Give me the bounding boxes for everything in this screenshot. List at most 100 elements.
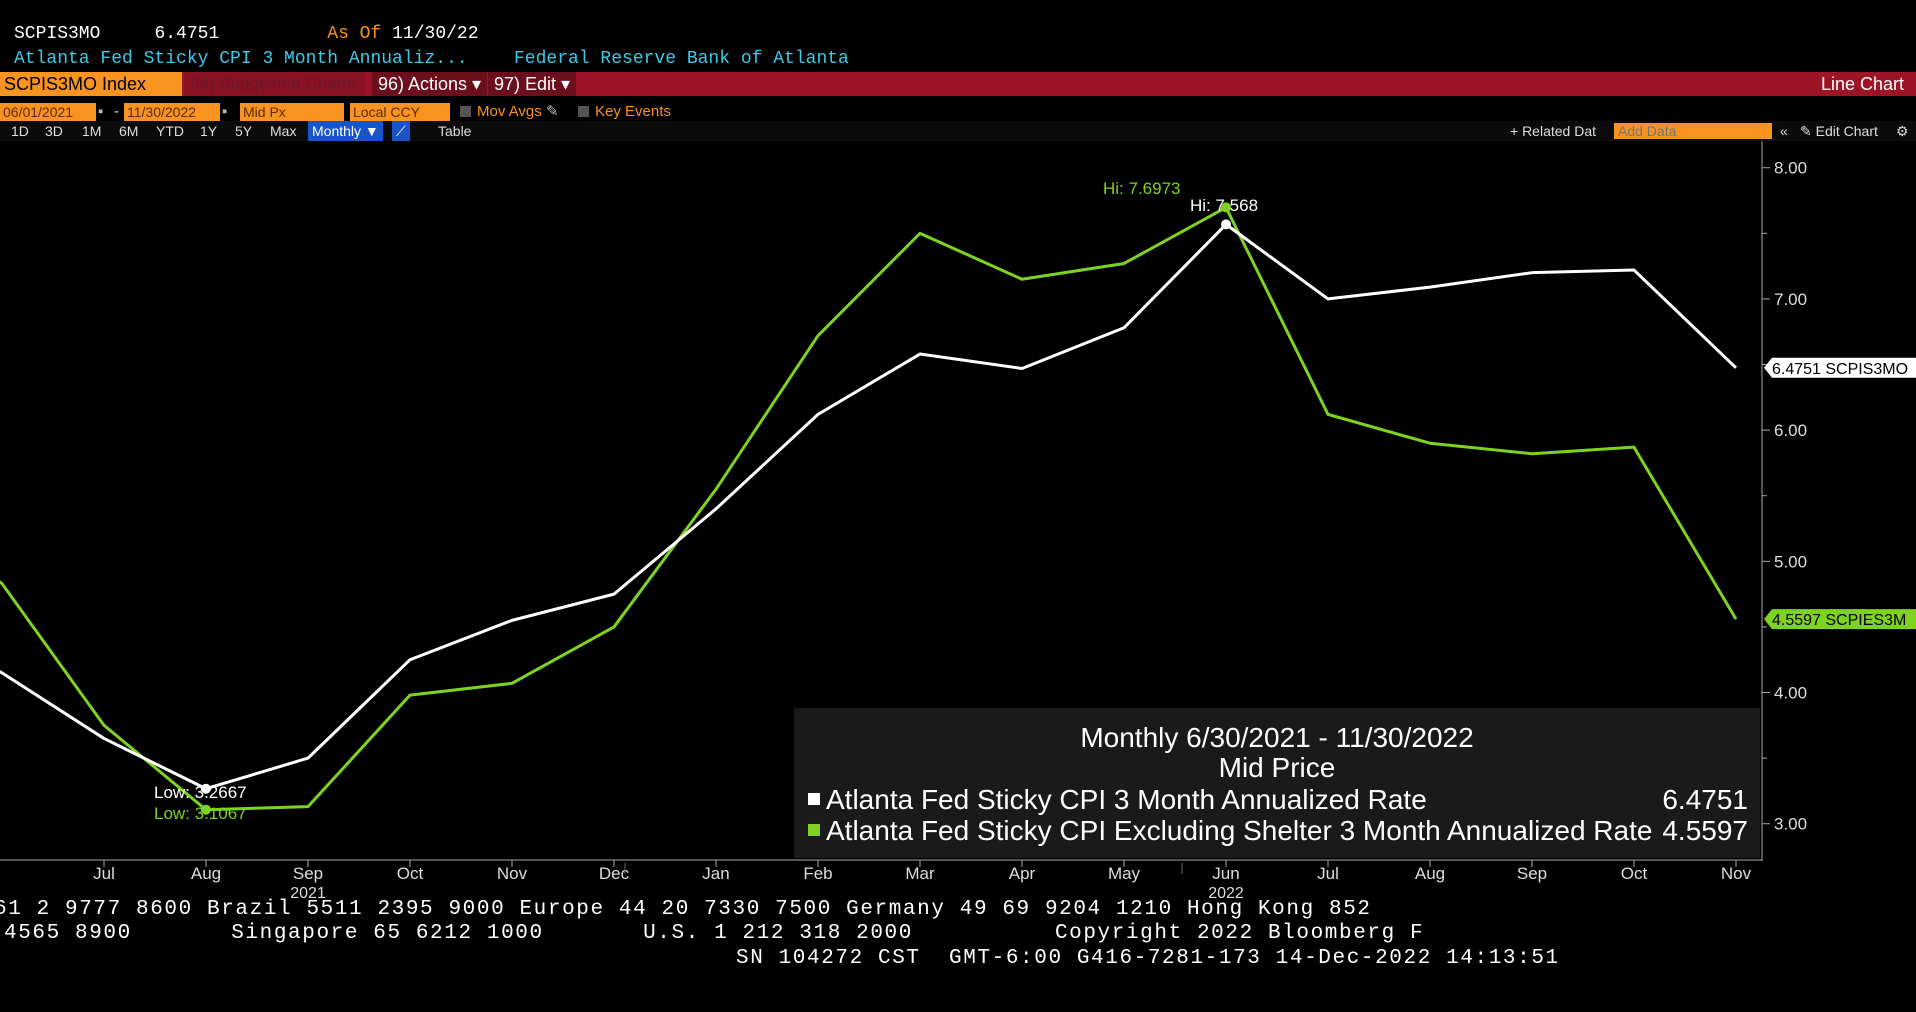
y-tick-label: 4.00	[1774, 684, 1807, 703]
security-header: SCPIS3MO 6.4751 As Of 11/30/22	[14, 24, 479, 44]
security-field[interactable]: SCPIS3MO Index	[0, 72, 182, 96]
line-chart-icon[interactable]: ⟋	[392, 121, 410, 141]
x-tick-label: Apr	[1009, 864, 1036, 883]
x-tick-label: Jan	[702, 864, 729, 883]
y-tick-label: 8.00	[1774, 159, 1807, 178]
legend-series-value: 4.5597	[1662, 815, 1748, 846]
price-field-select[interactable]: Mid Px	[240, 103, 344, 121]
end-value-label: 4.5597 SCPIES3M	[1772, 612, 1906, 629]
actions-menu[interactable]: 96) Actions ▾	[372, 72, 488, 96]
chart-legend: Monthly 6/30/2021 - 11/30/2022 Mid Price…	[794, 708, 1760, 858]
legend-item-sticky-cpi-ex-shelter[interactable]: Atlanta Fed Sticky CPI Excluding Shelter…	[808, 815, 1748, 846]
suggested-charts-button[interactable]: 94) Suggested Charts	[184, 72, 366, 96]
bloomberg-footer: 61 2 9777 8600 Brazil 5511 2395 9000 Eur…	[0, 898, 1916, 990]
y-tick-label: 7.00	[1774, 290, 1807, 309]
year-label: 2021	[290, 885, 326, 901]
footer-line-3: SN 104272 CST GMT-6:00 G416-7281-173 14-…	[736, 947, 1560, 970]
function-bar: SCPIS3MO Index 94) Suggested Charts 96) …	[0, 72, 1916, 96]
security-description-row: Atlanta Fed Sticky CPI 3 Month Annualiz.…	[14, 49, 849, 69]
x-tick-label: Oct	[397, 864, 424, 883]
legend-title: Monthly 6/30/2021 - 11/30/2022	[1080, 722, 1474, 753]
footer-line-2: 4565 8900 Singapore 65 6212 1000 U.S. 1 …	[4, 922, 1425, 945]
chart-settings-row: 06/01/2021 ▪ - 11/30/2022 ▪ Mid Px Local…	[0, 101, 1916, 121]
as-of-label: As Of	[327, 24, 382, 44]
pencil-icon: ✎	[1800, 123, 1816, 139]
x-tick-label: Mar	[905, 864, 935, 883]
x-tick-label: Dec	[599, 864, 630, 883]
x-tick-label: Sep	[293, 864, 323, 883]
x-tick-label: Oct	[1621, 864, 1648, 883]
chart-axes: 3.00 4.00 5.00 6.00 7.00 8.00 Jul Aug Sep Oct Nov D…	[0, 141, 1807, 901]
low-label: Low: 3.2667	[154, 783, 247, 802]
low-point-marker	[201, 783, 211, 794]
x-tick-label: Jul	[1317, 864, 1339, 883]
low-point-marker	[201, 804, 211, 815]
legend-swatch	[808, 793, 820, 805]
related-data-button[interactable]: + Related Dat	[1510, 123, 1596, 139]
security-description[interactable]: Atlanta Fed Sticky CPI 3 Month Annualiz.…	[14, 49, 468, 69]
period-ytd-button[interactable]: YTD	[156, 123, 184, 139]
gear-icon[interactable]: ⚙	[1896, 123, 1909, 139]
x-tick-label: Jun	[1212, 864, 1239, 883]
year-label: 2022	[1208, 885, 1244, 901]
key-events-label: Key Events	[595, 103, 671, 120]
x-tick-label: May	[1108, 864, 1141, 883]
start-date-field[interactable]: 06/01/2021	[0, 103, 96, 121]
edit-menu[interactable]: 97) Edit ▾	[488, 72, 577, 96]
edit-chart-button[interactable]: ✎ Edit Chart	[1800, 121, 1878, 141]
checkbox-icon[interactable]	[578, 106, 589, 117]
period-1d-button[interactable]: 1D	[11, 123, 29, 139]
edit-chart-label: Edit Chart	[1815, 123, 1878, 139]
x-tick-label: Aug	[191, 864, 221, 883]
end-value-tag	[1764, 609, 1916, 630]
x-tick-label: Aug	[1415, 864, 1445, 883]
x-tick-label: Sep	[1517, 864, 1547, 883]
legend-item-sticky-cpi[interactable]: Atlanta Fed Sticky CPI 3 Month Annualize…	[808, 784, 1748, 815]
high-point-marker	[1221, 219, 1231, 230]
period-toolbar: 1D 3D 1M 6M YTD 1Y 5Y Max Monthly ▼ ⟋ Ta…	[0, 121, 1916, 141]
currency-select[interactable]: Local CCY	[350, 103, 450, 121]
legend-subtitle: Mid Price	[1218, 752, 1336, 783]
end-value-tag	[1764, 357, 1916, 378]
calendar-icon[interactable]: ▪	[222, 103, 228, 120]
period-1m-button[interactable]: 1M	[82, 123, 102, 139]
x-tick-label: Nov	[497, 864, 528, 883]
mov-avgs-toggle[interactable]: Mov Avgs ✎	[460, 103, 559, 121]
end-date-field[interactable]: 11/30/2022	[124, 103, 220, 121]
line-chart[interactable]: 3.00 4.00 5.00 6.00 7.00 8.00 Jul Aug Sep Oct Nov D…	[0, 141, 1916, 901]
period-3d-button[interactable]: 3D	[45, 123, 63, 139]
period-5y-button[interactable]: 5Y	[235, 123, 253, 139]
calendar-icon[interactable]: ▪	[98, 103, 104, 120]
legend-swatch	[808, 824, 820, 836]
x-tick-label: Jul	[93, 864, 115, 883]
date-separator: -	[114, 103, 119, 120]
high-label: Hi: 7.6973	[1103, 179, 1181, 198]
pencil-icon[interactable]: ✎	[545, 103, 559, 120]
period-1y-button[interactable]: 1Y	[200, 123, 218, 139]
period-max-button[interactable]: Max	[270, 123, 297, 139]
ticker-symbol: SCPIS3MO	[14, 24, 101, 44]
end-value-label: 6.4751 SCPIS3MO	[1772, 361, 1908, 378]
legend-series-name: Atlanta Fed Sticky CPI 3 Month Annualize…	[826, 784, 1427, 815]
high-point-marker	[1221, 202, 1231, 213]
footer-line-1: 61 2 9777 8600 Brazil 5511 2395 9000 Eur…	[0, 898, 1372, 921]
x-tick-label: Nov	[1721, 864, 1752, 883]
data-source[interactable]: Federal Reserve Bank of Atlanta	[514, 49, 849, 69]
add-data-input[interactable]	[1614, 123, 1772, 139]
chart-type-label: Line Chart	[1820, 74, 1904, 94]
table-button[interactable]: Table	[438, 123, 472, 139]
as-of-date: 11/30/22	[392, 24, 479, 44]
frequency-select[interactable]: Monthly ▼	[308, 121, 383, 141]
legend-series-name: Atlanta Fed Sticky CPI Excluding Shelter…	[826, 815, 1653, 846]
low-label: Low: 3.1067	[154, 804, 247, 823]
key-events-toggle[interactable]: Key Events	[578, 103, 671, 121]
y-tick-label: 6.00	[1774, 421, 1807, 440]
period-6m-button[interactable]: 6M	[119, 123, 139, 139]
series-line-1	[0, 222, 1738, 791]
x-tick-label: Feb	[803, 864, 832, 883]
collapse-icon[interactable]: «	[1780, 123, 1788, 139]
checkbox-icon[interactable]	[460, 106, 471, 117]
legend-series-value: 6.4751	[1662, 784, 1748, 815]
y-tick-label: 3.00	[1774, 815, 1807, 834]
